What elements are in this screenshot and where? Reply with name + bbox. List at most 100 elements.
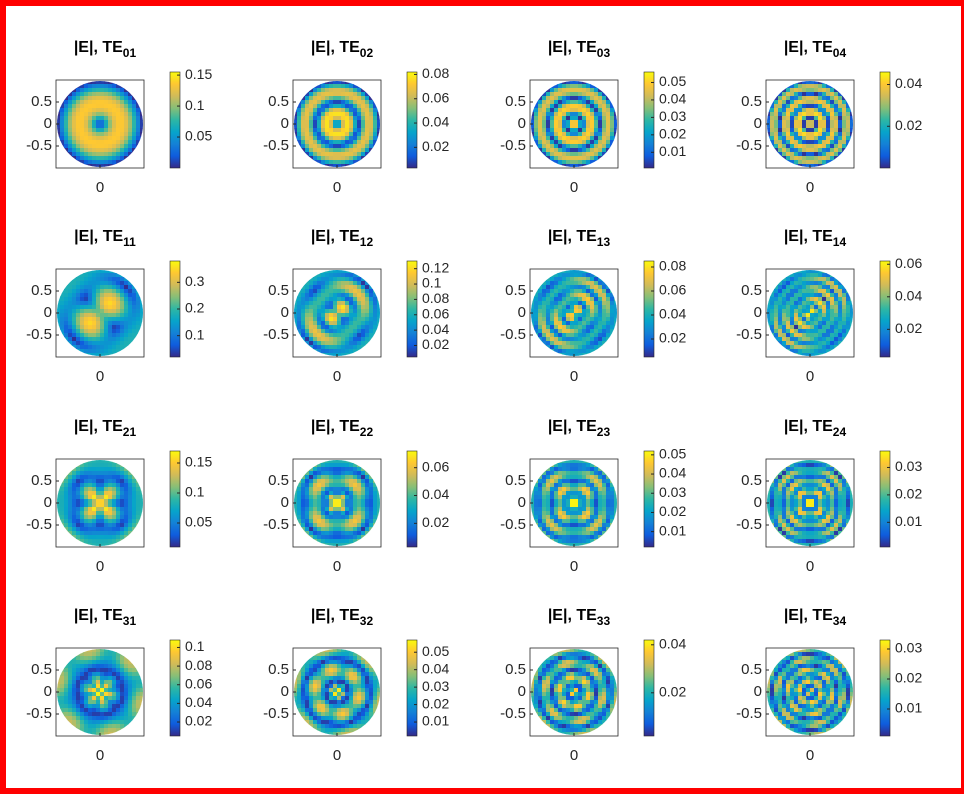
field-cell <box>80 460 85 464</box>
field-cell <box>566 160 571 165</box>
field-cell <box>108 289 113 294</box>
field-cell <box>614 112 617 117</box>
field-cell <box>305 148 310 153</box>
field-cell <box>64 317 69 322</box>
field-cell <box>810 317 815 322</box>
field-cell <box>798 81 803 85</box>
field-cell <box>116 84 121 89</box>
field-cell <box>574 531 579 536</box>
colorbar <box>406 260 418 358</box>
field-cell <box>321 301 326 306</box>
field-cell <box>590 81 595 85</box>
field-cell <box>590 345 595 350</box>
field-cell <box>357 341 362 346</box>
field-cell <box>838 281 843 286</box>
field-cell <box>301 337 306 342</box>
field-cell <box>826 479 831 484</box>
field-cell <box>822 479 827 484</box>
field-cell <box>297 507 302 512</box>
field-cell <box>333 353 338 356</box>
field-cell <box>124 487 129 492</box>
field-cell <box>72 523 77 528</box>
field-cell <box>570 475 575 480</box>
field-cell <box>64 305 69 310</box>
field-cell <box>88 535 93 540</box>
field-cell <box>810 116 815 121</box>
field-cell <box>770 483 775 488</box>
field-cell <box>598 273 603 278</box>
field-cell <box>76 523 81 528</box>
field-cell <box>602 321 607 326</box>
x-tick-label: 0 <box>570 368 578 385</box>
field-cell <box>846 124 851 129</box>
field-cell <box>538 313 543 318</box>
field-cell <box>606 148 611 153</box>
field-cell <box>538 337 543 342</box>
field-cell <box>96 539 101 544</box>
field-cell <box>341 152 346 157</box>
field-cell <box>84 132 89 137</box>
field-cell <box>554 84 559 89</box>
field-cell <box>64 301 69 306</box>
field-cell <box>96 148 101 153</box>
field-cell <box>337 483 342 488</box>
field-cell <box>88 353 93 356</box>
field-cell <box>112 479 117 484</box>
field-cell <box>341 136 346 141</box>
field-cell <box>116 100 121 105</box>
field-cell <box>325 543 330 546</box>
field-cell <box>582 96 587 101</box>
field-cell <box>333 333 338 338</box>
field-cell <box>321 503 326 508</box>
field-cell <box>341 116 346 121</box>
field-cell <box>108 345 113 350</box>
field-cell <box>594 483 599 488</box>
field-cell <box>830 325 835 330</box>
field-cell <box>84 81 89 85</box>
field-cell <box>814 321 819 326</box>
field-cell <box>538 503 543 508</box>
field-cell <box>578 289 583 294</box>
field-cell <box>594 511 599 516</box>
field-cell <box>578 164 583 167</box>
field-cell <box>305 104 310 109</box>
field-cell <box>598 136 603 141</box>
field-cell <box>830 483 835 488</box>
field-cell <box>586 92 591 97</box>
field-cell <box>96 136 101 141</box>
field-cell <box>814 325 819 330</box>
field-cell <box>361 285 366 290</box>
field-cell <box>590 293 595 298</box>
field-cell <box>594 136 599 141</box>
field-cell <box>830 92 835 97</box>
field-cell <box>566 132 571 137</box>
field-cell <box>60 289 65 294</box>
field-cell <box>84 305 89 310</box>
field-cell <box>606 309 611 314</box>
field-cell <box>108 104 113 109</box>
field-cell <box>534 289 539 294</box>
field-cell <box>100 499 105 504</box>
field-cell <box>294 136 298 141</box>
field-cell <box>810 124 815 129</box>
field-cell <box>365 289 370 294</box>
field-cell <box>80 281 85 286</box>
field-cell <box>116 333 121 338</box>
field-cell <box>594 305 599 310</box>
field-cell <box>294 507 298 512</box>
field-cell <box>818 317 823 322</box>
field-cell <box>578 140 583 145</box>
field-cell <box>562 301 567 306</box>
field-cell <box>341 507 346 512</box>
field-cell <box>802 116 807 121</box>
field-cell <box>57 317 61 322</box>
field-cell <box>531 519 535 524</box>
field-cell <box>850 124 853 129</box>
field-cell <box>294 495 298 500</box>
field-cell <box>60 487 65 492</box>
field-cell <box>140 124 143 129</box>
field-cell <box>558 305 563 310</box>
field-cell <box>566 495 571 500</box>
field-cell <box>778 341 783 346</box>
field-cell <box>128 507 133 512</box>
